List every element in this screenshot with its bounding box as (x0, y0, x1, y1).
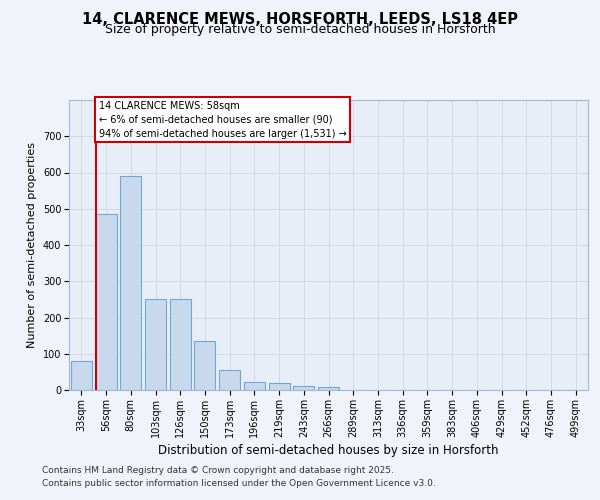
Bar (95, 214, 116, 390)
Text: Size of property relative to semi-detached houses in Horsforth: Size of property relative to semi-detach… (104, 22, 496, 36)
Y-axis label: Number of semi-detached properties: Number of semi-detached properties (28, 142, 37, 348)
Bar (318, 388, 339, 390)
Bar (269, 383, 290, 390)
Bar (293, 386, 314, 390)
Bar (120, 176, 141, 390)
Bar (219, 370, 240, 390)
Bar (170, 300, 191, 390)
Bar (244, 382, 265, 390)
Text: 14, CLARENCE MEWS, HORSFORTH, LEEDS, LS18 4EP: 14, CLARENCE MEWS, HORSFORTH, LEEDS, LS1… (82, 12, 518, 28)
Bar (71, 361, 92, 390)
Bar (145, 300, 166, 390)
Text: 14 CLARENCE MEWS: 58sqm
← 6% of semi-detached houses are smaller (90)
94% of sem: 14 CLARENCE MEWS: 58sqm ← 6% of semi-det… (98, 100, 346, 138)
Bar (194, 341, 215, 390)
X-axis label: Distribution of semi-detached houses by size in Horsforth: Distribution of semi-detached houses by … (158, 444, 499, 457)
Text: Contains HM Land Registry data © Crown copyright and database right 2025.
Contai: Contains HM Land Registry data © Crown c… (42, 466, 436, 487)
